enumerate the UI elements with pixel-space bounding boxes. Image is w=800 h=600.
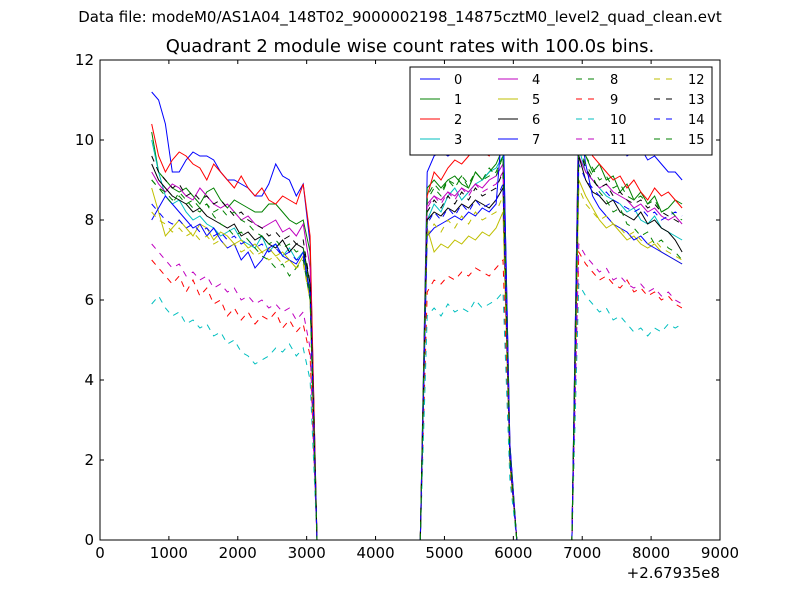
y-tick-label: 4 [84,371,94,389]
tick-layer: 0 1000 2000 3000 4000 5000 6000 7000 8000 9000 0 2 4… [75,51,739,562]
series-line-4 [151,155,683,541]
x-tick-label: 6000 [494,544,532,562]
y-tick-label: 2 [84,451,94,469]
x-tick-label: 1000 [150,544,188,562]
x-tick-label: 5000 [425,544,463,562]
x-tick-label: 9000 [701,544,739,562]
series-line-15 [151,139,683,541]
legend-label-12: 12 [688,73,705,88]
y-tick-label: 10 [75,131,94,149]
series-line-10 [151,282,683,541]
y-tick-label: 0 [84,531,94,549]
series-line-1 [151,131,683,541]
legend-label-2: 2 [454,113,462,128]
legend-label-10: 10 [610,113,627,128]
legend-label-8: 8 [610,73,618,88]
series-line-13 [151,147,683,541]
x-tick-label: 3000 [288,544,326,562]
series-line-6 [151,155,683,541]
legend-label-9: 9 [610,93,618,108]
legend-label-3: 3 [454,133,462,148]
series-layer [151,91,683,541]
legend-label-15: 15 [688,133,705,148]
x-axis-offset-label: +2.67935e8 [627,564,720,582]
legend-label-13: 13 [688,93,705,108]
y-tick-label: 8 [84,211,94,229]
legend-label-4: 4 [532,73,540,88]
legend-label-1: 1 [454,93,462,108]
series-line-5 [151,179,683,541]
x-tick-label: 0 [95,544,105,562]
legend-label-6: 6 [532,113,540,128]
data-file-suptitle: Data file: modeM0/AS1A04_148T02_90000021… [78,8,722,26]
legend-label-7: 7 [532,133,540,148]
legend-label-0: 0 [454,73,462,88]
series-line-9 [151,250,683,541]
legend-label-14: 14 [688,113,705,128]
x-tick-label: 4000 [356,544,394,562]
series-line-11 [151,170,683,541]
chart-title: Quadrant 2 module wise count rates with … [165,36,655,57]
legend-label-11: 11 [610,133,627,148]
y-tick-label: 6 [84,291,94,309]
y-tick-label: 12 [75,51,94,69]
series-line-0 [151,91,683,541]
x-tick-label: 8000 [632,544,670,562]
series-line-2 [151,107,683,541]
legend-label-5: 5 [532,93,540,108]
x-tick-label: 7000 [563,544,601,562]
legend-box [409,66,713,156]
series-line-14 [151,163,683,541]
x-tick-label: 2000 [219,544,257,562]
series-line-8 [151,147,683,541]
